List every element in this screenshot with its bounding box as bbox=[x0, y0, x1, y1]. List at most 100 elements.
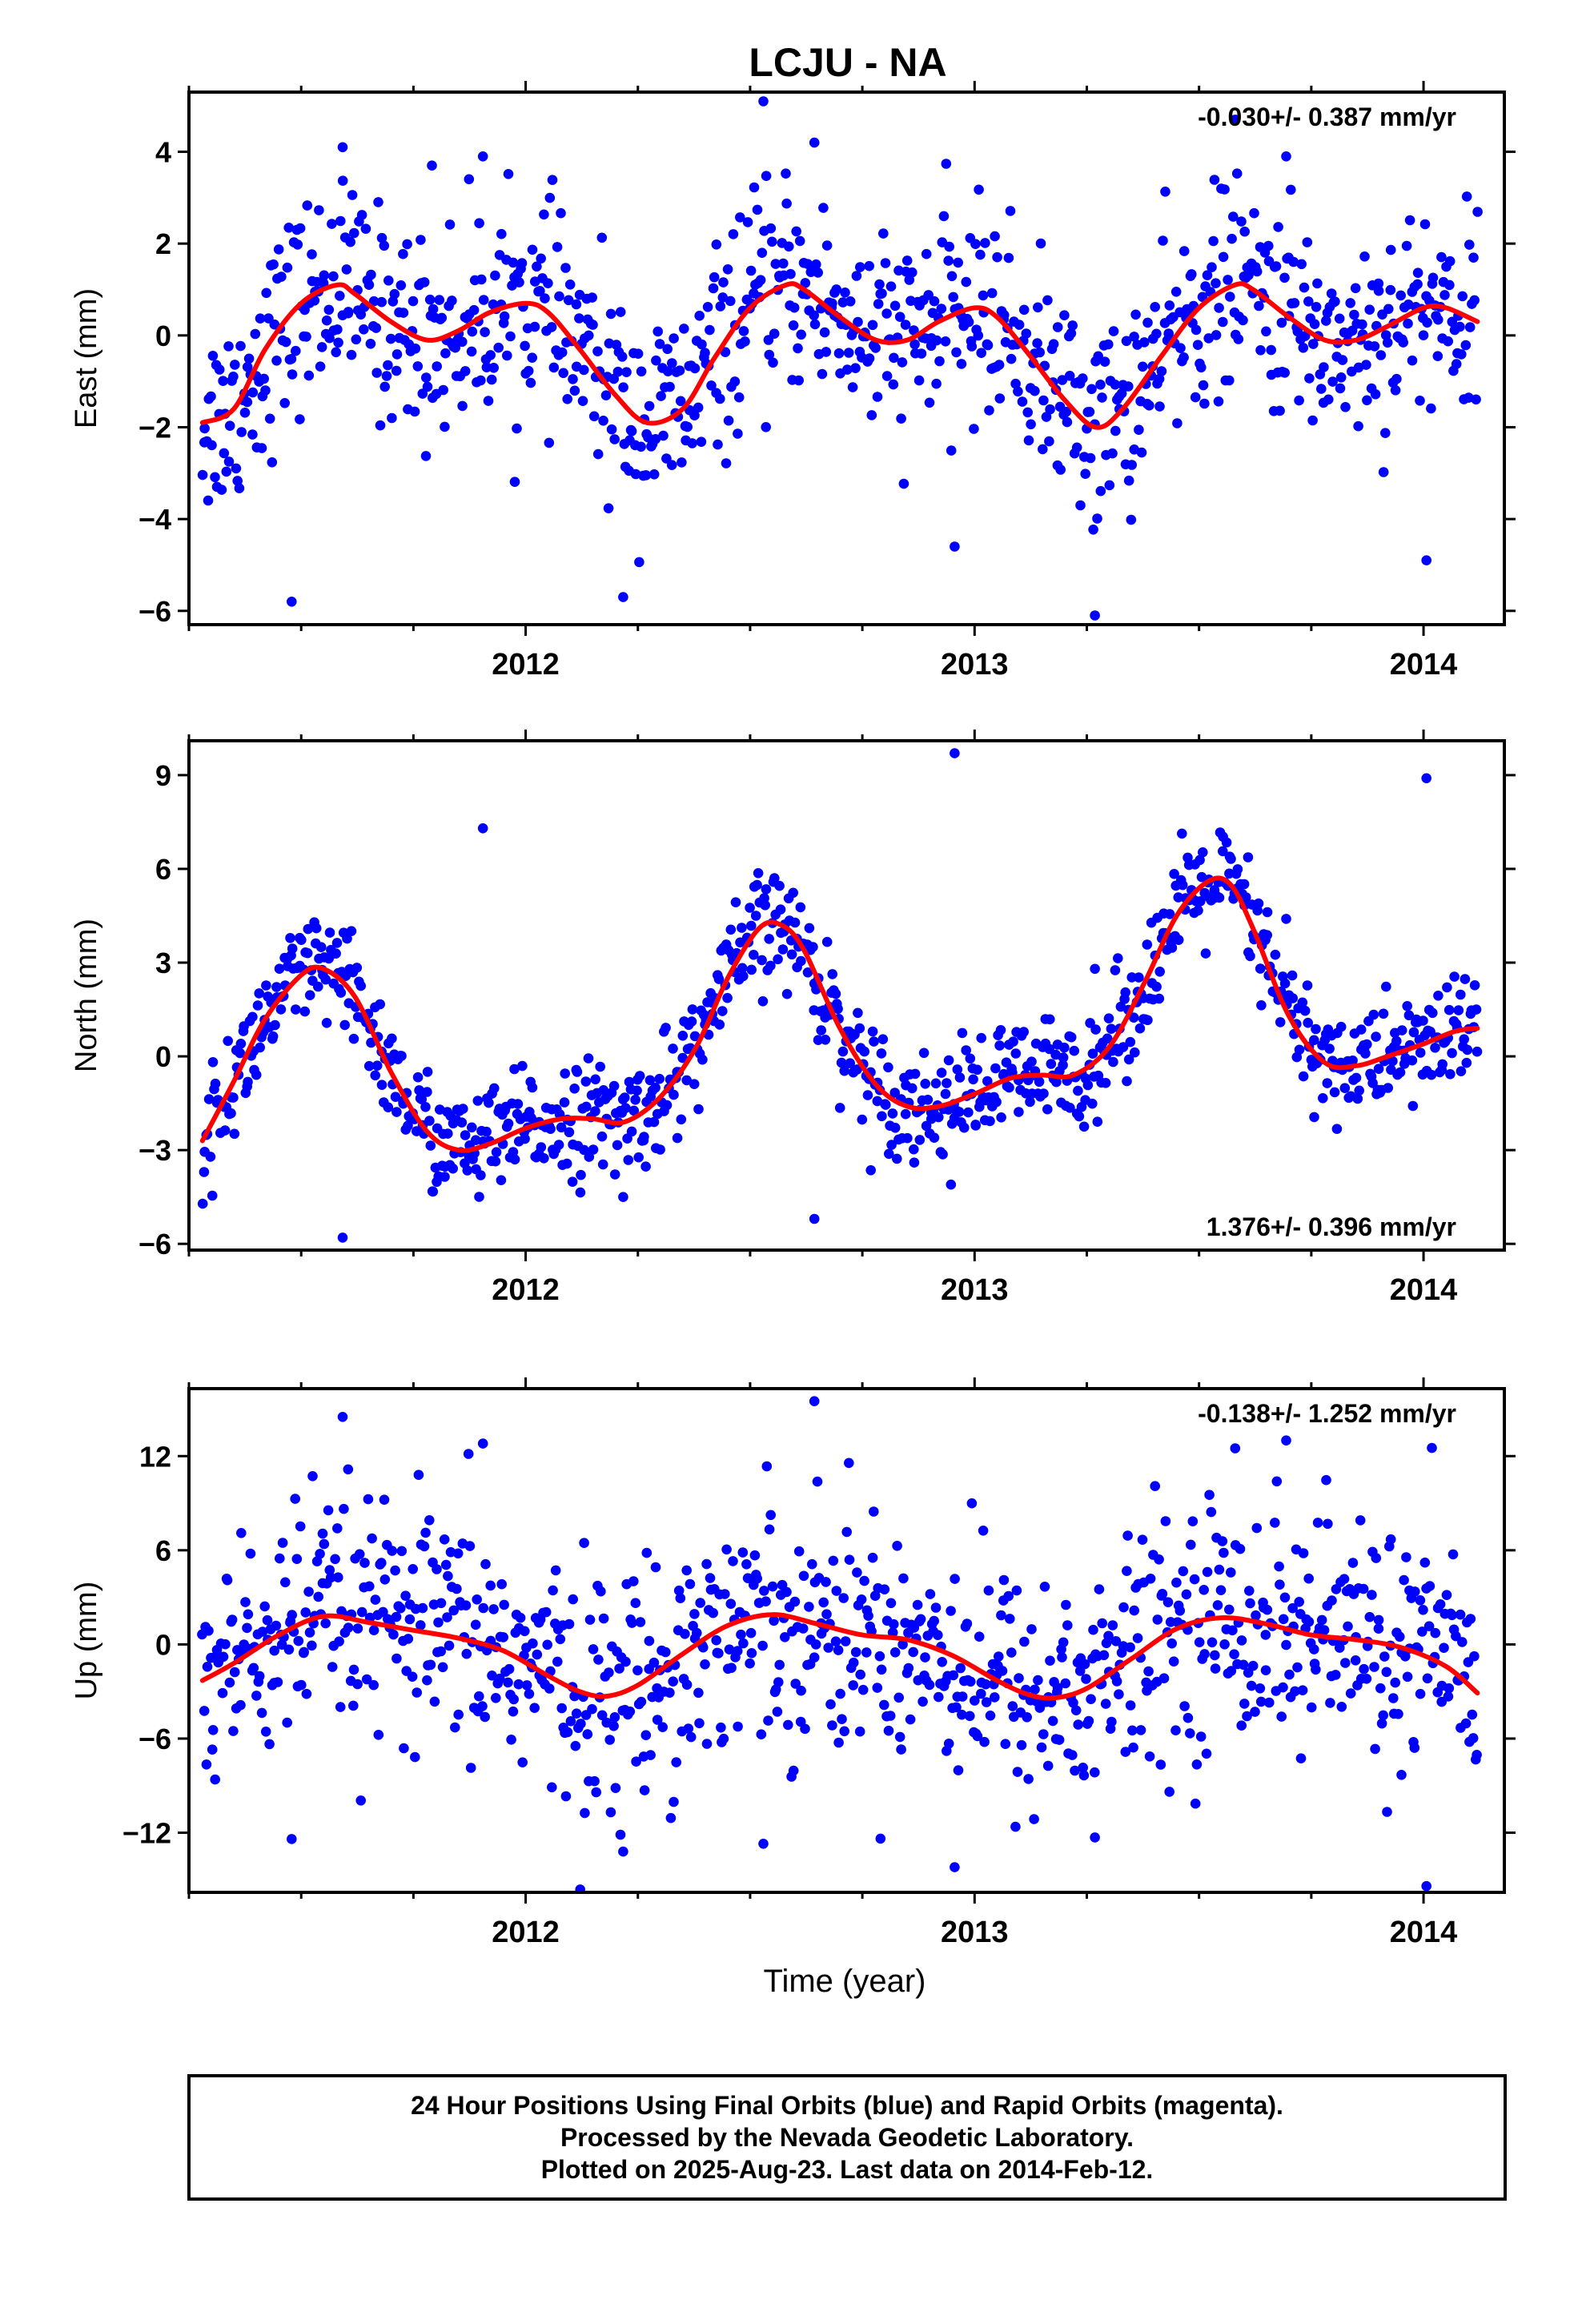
up-data-point bbox=[837, 1714, 847, 1724]
up-data-point bbox=[1019, 1636, 1030, 1647]
east-data-point bbox=[564, 279, 576, 290]
east-y-tick-label: 4 bbox=[155, 136, 171, 169]
east-data-point bbox=[1099, 356, 1110, 368]
north-data-point bbox=[1058, 1059, 1068, 1071]
north-data-point bbox=[1166, 943, 1178, 953]
north-data-point bbox=[1154, 993, 1165, 1004]
up-data-point bbox=[972, 1731, 983, 1742]
up-data-point bbox=[327, 1662, 338, 1672]
east-data-point bbox=[1057, 375, 1068, 385]
north-data-point bbox=[1130, 1047, 1140, 1058]
footer-frame bbox=[187, 2074, 1507, 2201]
north-data-point bbox=[387, 1033, 397, 1044]
east-data-point bbox=[1014, 320, 1025, 330]
north-data-point bbox=[299, 1006, 311, 1017]
up-outlier-point bbox=[1281, 1435, 1291, 1445]
north-data-point bbox=[1443, 1004, 1455, 1015]
up-data-point bbox=[894, 1731, 905, 1743]
up-y-tick-label: 0 bbox=[155, 1628, 171, 1661]
east-data-point bbox=[956, 359, 967, 369]
east-data-point bbox=[256, 443, 267, 453]
north-data-point bbox=[991, 1096, 1002, 1108]
north-data-point bbox=[1459, 1034, 1469, 1044]
north-data-point bbox=[1195, 854, 1205, 866]
north-data-point bbox=[1456, 1066, 1467, 1076]
up-data-point bbox=[835, 1688, 845, 1699]
north-data-point bbox=[226, 1108, 236, 1119]
north-data-point bbox=[1426, 1069, 1437, 1080]
east-data-point bbox=[1202, 270, 1213, 281]
north-data-point bbox=[1193, 905, 1203, 916]
east-data-point bbox=[214, 364, 225, 375]
up-x-tick-label: 2014 bbox=[1390, 1916, 1458, 1949]
up-data-point bbox=[857, 1684, 869, 1695]
north-data-point bbox=[773, 954, 783, 965]
up-data-point bbox=[444, 1640, 455, 1651]
east-data-point bbox=[373, 197, 383, 207]
east-data-point bbox=[1380, 428, 1391, 438]
east-data-point bbox=[941, 159, 952, 169]
north-data-point bbox=[644, 1075, 656, 1086]
up-data-point bbox=[404, 1614, 416, 1625]
up-data-point bbox=[810, 1639, 821, 1650]
east-data-point bbox=[986, 287, 998, 299]
up-data-point bbox=[1181, 1589, 1192, 1600]
up-data-point bbox=[1162, 1597, 1174, 1607]
east-data-point bbox=[543, 278, 553, 289]
up-data-point bbox=[1100, 1699, 1111, 1709]
up-data-point bbox=[1369, 1662, 1379, 1672]
north-data-point bbox=[205, 1152, 216, 1162]
north-data-point bbox=[1270, 949, 1281, 960]
up-seasonal-fit-line bbox=[199, 1612, 1480, 1701]
up-data-point bbox=[711, 1634, 721, 1646]
up-data-point bbox=[1195, 1731, 1207, 1742]
up-data-point bbox=[424, 1515, 435, 1526]
up-data-point bbox=[892, 1541, 902, 1551]
up-data-point bbox=[420, 1527, 431, 1538]
north-data-point bbox=[339, 1019, 351, 1031]
east-data-point bbox=[980, 238, 990, 248]
north-data-point bbox=[1010, 1048, 1022, 1059]
up-data-point bbox=[506, 1735, 516, 1745]
north-data-point bbox=[1373, 1063, 1384, 1074]
up-data-point bbox=[1078, 1763, 1088, 1773]
up-data-point bbox=[879, 1699, 889, 1711]
east-data-point bbox=[1369, 341, 1380, 352]
up-outlier-point bbox=[1421, 1880, 1431, 1892]
east-data-point bbox=[1225, 292, 1235, 302]
east-data-point bbox=[656, 391, 666, 401]
east-data-point bbox=[242, 396, 253, 408]
north-data-point bbox=[1447, 1047, 1457, 1059]
north-data-point bbox=[1298, 1071, 1309, 1082]
north-data-point bbox=[207, 1057, 219, 1068]
footer-box: 24 Hour Positions Using Final Orbits (bl… bbox=[187, 2074, 1507, 2201]
north-y-tick-label: −3 bbox=[139, 1134, 171, 1167]
east-data-point bbox=[708, 283, 719, 294]
up-data-point bbox=[412, 1687, 422, 1698]
east-data-point bbox=[1361, 360, 1371, 370]
north-data-point bbox=[572, 1067, 583, 1077]
north-data-point bbox=[1004, 1082, 1014, 1093]
east-data-point bbox=[327, 219, 337, 229]
east-data-point bbox=[682, 421, 693, 432]
north-data-point bbox=[687, 1004, 698, 1015]
up-data-point bbox=[1202, 1566, 1213, 1578]
east-data-point bbox=[391, 365, 402, 376]
up-data-point bbox=[828, 1555, 839, 1566]
up-data-point bbox=[1468, 1733, 1479, 1743]
up-data-point bbox=[1316, 1614, 1327, 1626]
east-data-point bbox=[333, 337, 343, 348]
north-data-point bbox=[207, 1190, 218, 1201]
up-data-point bbox=[1137, 1534, 1148, 1545]
east-data-point bbox=[1353, 420, 1363, 432]
up-data-point bbox=[448, 1605, 459, 1616]
east-data-point bbox=[1385, 284, 1396, 296]
north-data-point bbox=[1462, 1044, 1473, 1055]
east-data-point bbox=[1286, 184, 1296, 195]
up-data-point bbox=[713, 1648, 724, 1659]
up-data-point bbox=[218, 1651, 229, 1663]
north-data-point bbox=[1331, 1124, 1343, 1134]
up-data-point bbox=[929, 1615, 939, 1626]
east-data-point bbox=[548, 362, 560, 373]
north-data-point bbox=[320, 974, 331, 985]
